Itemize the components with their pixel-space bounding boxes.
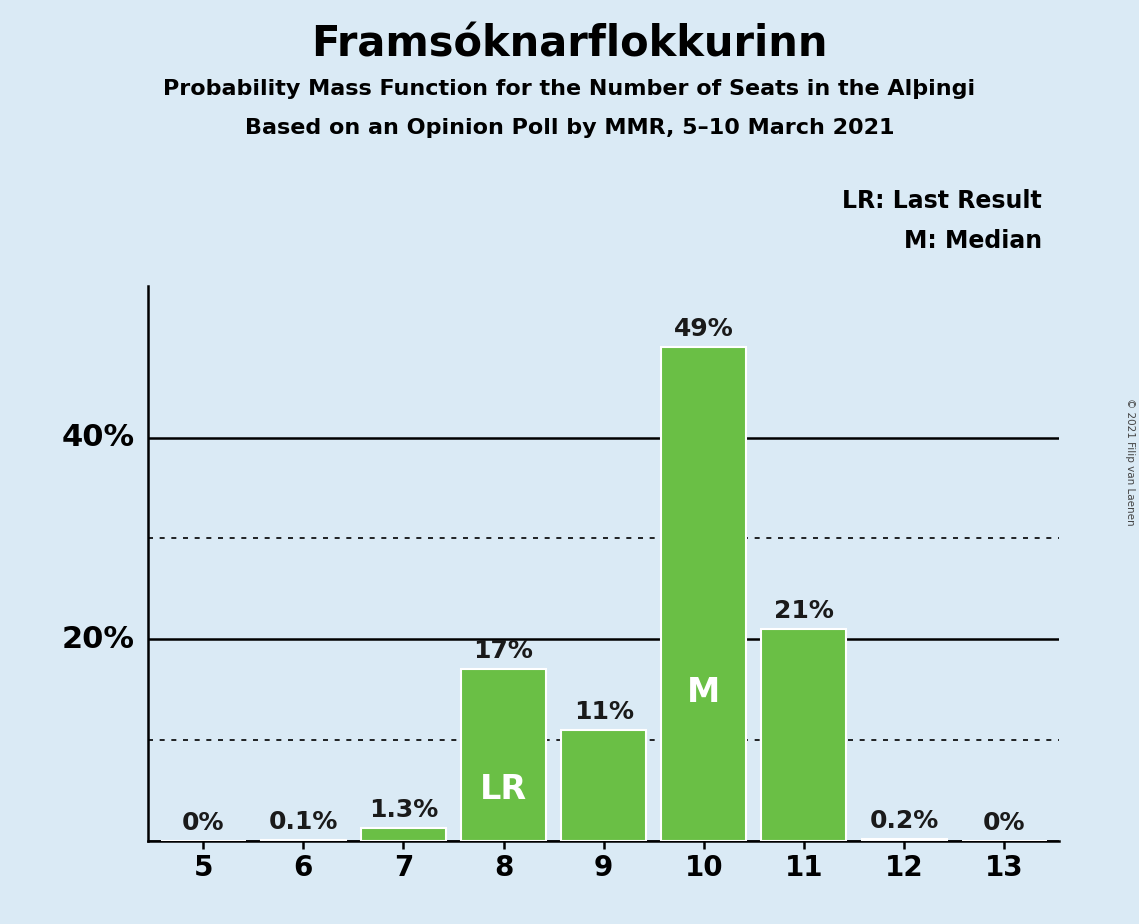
- Bar: [461, 670, 546, 841]
- Text: M: Median: M: Median: [904, 229, 1042, 253]
- Text: 0%: 0%: [983, 810, 1025, 834]
- Text: © 2021 Filip van Laenen: © 2021 Filip van Laenen: [1125, 398, 1134, 526]
- Text: 0%: 0%: [182, 810, 224, 834]
- Text: Probability Mass Function for the Number of Seats in the Alþingi: Probability Mass Function for the Number…: [163, 79, 976, 99]
- Text: Framsóknarflokkurinn: Framsóknarflokkurinn: [311, 23, 828, 65]
- Text: 17%: 17%: [474, 639, 533, 663]
- Text: 20%: 20%: [62, 625, 136, 654]
- Bar: [761, 629, 846, 841]
- Text: 40%: 40%: [62, 423, 136, 452]
- Text: 49%: 49%: [674, 317, 734, 341]
- Text: M: M: [687, 676, 721, 709]
- Text: 21%: 21%: [775, 599, 834, 623]
- Bar: [361, 828, 446, 841]
- Bar: [562, 730, 646, 841]
- Text: 11%: 11%: [574, 699, 633, 723]
- Text: LR: Last Result: LR: Last Result: [843, 189, 1042, 213]
- Bar: [261, 840, 346, 841]
- Text: 0.2%: 0.2%: [869, 808, 939, 833]
- Text: 0.1%: 0.1%: [269, 809, 338, 833]
- Bar: [662, 346, 746, 841]
- Text: 1.3%: 1.3%: [369, 797, 439, 821]
- Text: Based on an Opinion Poll by MMR, 5–10 March 2021: Based on an Opinion Poll by MMR, 5–10 Ma…: [245, 118, 894, 139]
- Bar: [861, 839, 947, 841]
- Text: LR: LR: [480, 773, 527, 806]
